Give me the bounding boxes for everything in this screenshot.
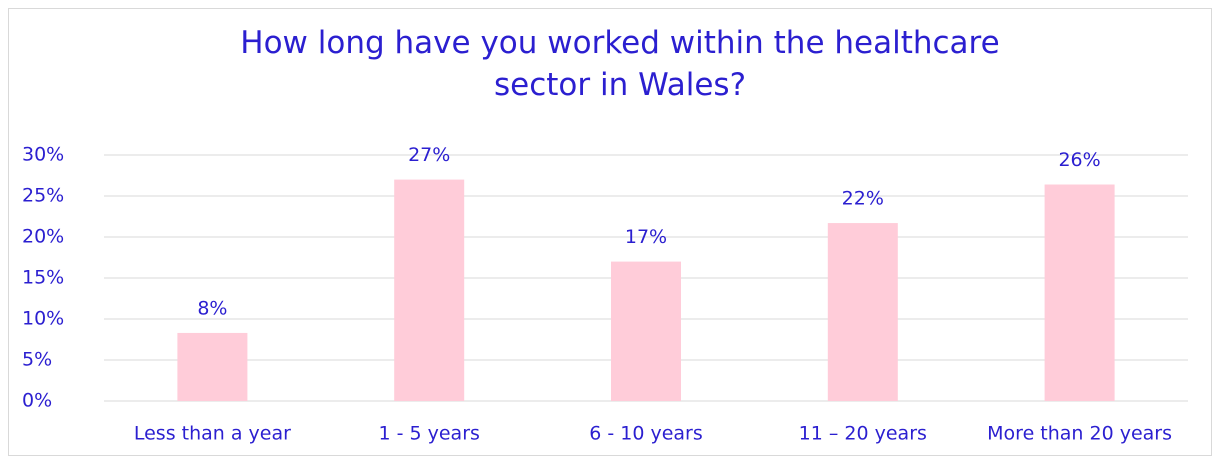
y-tick-label: 30% [22, 144, 64, 166]
data-label: 26% [1058, 149, 1100, 171]
bar [1044, 184, 1115, 401]
bar [394, 179, 465, 401]
y-tick-label: 5% [22, 349, 52, 371]
bar [611, 261, 681, 401]
y-tick-label: 10% [22, 308, 64, 330]
chart-title: How long have you worked within the heal… [240, 25, 1000, 103]
y-tick-label: 20% [22, 226, 64, 248]
chart-border [8, 8, 1212, 456]
bar [827, 223, 898, 401]
x-tick-label: 11 – 20 years [799, 423, 927, 445]
data-label: 22% [842, 188, 884, 210]
y-tick-label: 25% [22, 185, 64, 207]
y-tick-label: 0% [22, 390, 52, 412]
x-tick-label: More than 20 years [987, 423, 1172, 445]
data-label: 27% [408, 144, 450, 166]
bar [177, 332, 248, 401]
x-tick-label: 6 - 10 years [589, 423, 703, 445]
data-label: 17% [625, 226, 667, 248]
x-tick-label: Less than a year [134, 423, 291, 445]
y-tick-label: 15% [22, 267, 64, 289]
x-tick-label: 1 - 5 years [378, 423, 479, 445]
data-label: 8% [197, 297, 227, 319]
